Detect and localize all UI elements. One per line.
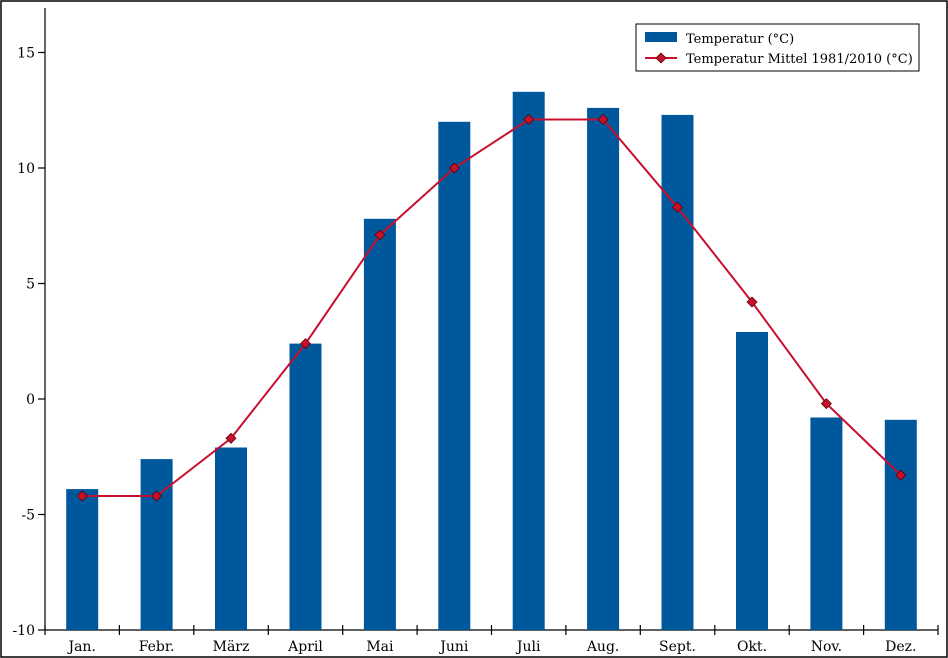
line-point-12 — [895, 469, 907, 481]
bar-1 — [66, 489, 99, 630]
bar-4 — [289, 343, 322, 630]
x-tick-label: Mai — [366, 639, 394, 655]
bar-2 — [140, 459, 173, 630]
x-axis-ticks: Jan. Febr. März April Mai Juni Juli Aug. Sept. Ok… — [44, 625, 939, 655]
x-tick-label: Jan. — [66, 639, 95, 655]
x-tick-label: Sept. — [659, 639, 696, 655]
bar-9 — [661, 114, 694, 630]
y-tick-label: 5 — [26, 277, 35, 293]
bar-11 — [810, 417, 843, 630]
y-axis-ticks: -10 -5 0 5 10 15 — [12, 46, 45, 639]
line-point-7 — [523, 113, 535, 126]
legend-box — [635, 23, 920, 72]
bar-6 — [438, 121, 471, 631]
bar-series — [66, 91, 917, 631]
line-point-11 — [820, 398, 832, 410]
x-tick-label: Febr. — [139, 639, 175, 655]
x-tick-label: Juli — [515, 639, 541, 655]
y-tick-label: 0 — [26, 392, 35, 408]
line-point-3 — [225, 432, 237, 444]
y-tick-label: -5 — [21, 508, 35, 524]
x-tick-label: Juni — [438, 639, 469, 655]
x-tick-label: März — [213, 639, 250, 655]
bar-10 — [736, 332, 768, 630]
line-point-4 — [299, 338, 312, 350]
line-point-1 — [76, 490, 88, 502]
line-point-5 — [374, 229, 386, 241]
x-tick-label: Dez. — [885, 639, 916, 655]
y-tick-label: -10 — [12, 623, 35, 639]
bar-12 — [884, 419, 917, 630]
line-point-8 — [597, 113, 609, 126]
x-tick-label: Aug. — [586, 639, 620, 655]
legend-label-temperatur-mittel: Temperatur Mittel 1981/2010 (°C) — [686, 52, 913, 67]
legend-line-marker — [655, 52, 667, 64]
x-tick-label: Okt. — [737, 639, 767, 655]
legend-label-temperatur: Temperatur (°C) — [686, 32, 794, 47]
bar-5 — [363, 218, 396, 631]
line-point-2 — [151, 490, 163, 502]
legend-bar-swatch — [645, 32, 677, 42]
line-point-10 — [746, 296, 758, 308]
mean-temperature-line — [82, 118, 902, 497]
y-tick-label: 15 — [17, 46, 35, 62]
bar-8 — [587, 107, 620, 630]
legend: Temperatur (°C) Temperatur Mittel 1981/2… — [635, 23, 920, 72]
line-series — [76, 113, 907, 502]
bar-7 — [512, 91, 545, 631]
line-point-9 — [671, 201, 684, 213]
bar-3 — [215, 447, 247, 630]
y-tick-label: 10 — [17, 161, 35, 177]
x-tick-label: April — [287, 639, 323, 655]
line-point-6 — [448, 162, 460, 174]
x-tick-label: Nov. — [811, 639, 842, 655]
